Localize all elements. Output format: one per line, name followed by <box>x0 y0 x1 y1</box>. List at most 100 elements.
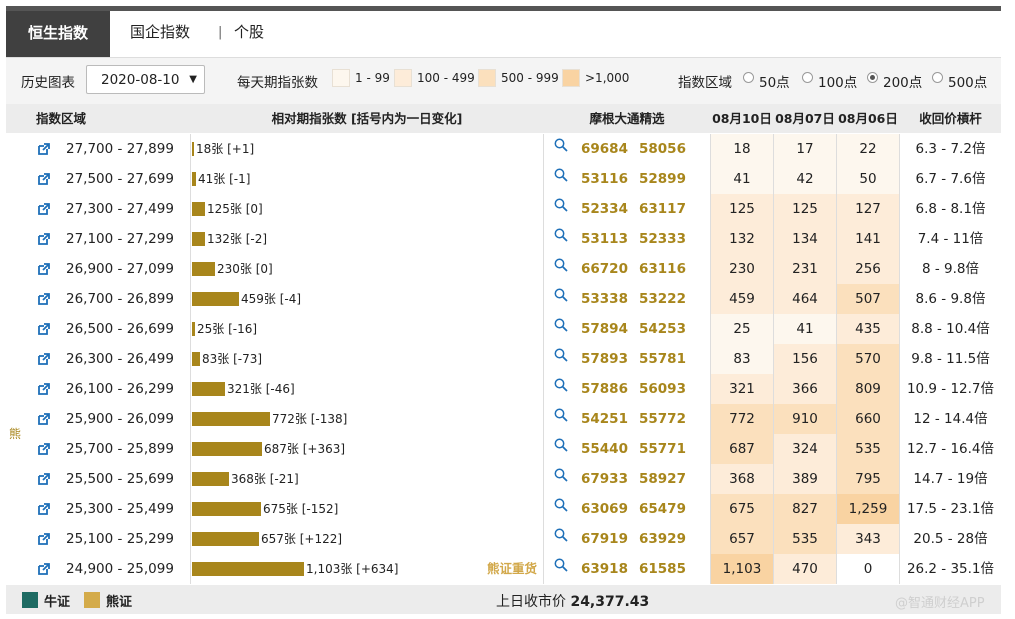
pick-code-2[interactable]: 58927 <box>639 471 686 487</box>
contracts-bar <box>192 292 239 306</box>
pick-code-1[interactable]: 53116 <box>581 171 628 187</box>
radio-200[interactable] <box>867 72 878 83</box>
search-icon[interactable] <box>554 408 568 422</box>
contracts-label: 459张 [-4] <box>241 292 302 306</box>
index-range: 27,500 - 27,699 <box>66 171 174 187</box>
external-link-icon[interactable] <box>38 263 50 275</box>
search-icon[interactable] <box>554 168 568 182</box>
external-link-icon[interactable] <box>38 413 50 425</box>
radio-100[interactable] <box>802 72 813 83</box>
search-icon[interactable] <box>554 318 568 332</box>
table-row: 27,500 - 27,699 41张 [-1] 53116 52899 41 42 50 6… <box>6 164 1001 194</box>
external-link-icon[interactable] <box>38 533 50 545</box>
external-link-icon[interactable] <box>38 233 50 245</box>
tab-stocks[interactable]: 个股 <box>234 23 265 41</box>
count-day-3: 0 <box>863 561 873 577</box>
pick-code-1[interactable]: 67933 <box>581 471 628 487</box>
pick-code-2[interactable]: 56093 <box>639 381 686 397</box>
radio-label-50[interactable]: 50点 <box>759 75 790 91</box>
pick-code-2[interactable]: 58056 <box>639 141 686 157</box>
pick-code-2[interactable]: 65479 <box>639 501 686 517</box>
pick-code-2[interactable]: 52899 <box>639 171 686 187</box>
external-link-icon[interactable] <box>38 143 50 155</box>
daily-contracts-label: 每天期指张数 <box>237 75 318 91</box>
pick-code-2[interactable]: 63116 <box>639 261 686 277</box>
lever-range: 9.8 - 11.5倍 <box>911 351 990 367</box>
pick-code-2[interactable]: 53222 <box>639 291 686 307</box>
table-row: 25,300 - 25,499 675张 [-152] 63069 65479 675 8… <box>6 494 1001 524</box>
count-day-2: 125 <box>774 194 836 224</box>
external-link-icon[interactable] <box>38 353 50 365</box>
radio-500[interactable] <box>932 72 943 83</box>
search-icon[interactable] <box>554 438 568 452</box>
count-day-2: 17 <box>774 134 836 164</box>
pick-code-2[interactable]: 63117 <box>639 201 686 217</box>
tab-hsi[interactable]: 恒生指数 <box>6 11 110 57</box>
count-day-3: 22 <box>837 134 899 164</box>
pick-code-1[interactable]: 63918 <box>581 561 628 577</box>
legend-swatch-2 <box>394 69 412 87</box>
contracts-bar <box>192 262 215 276</box>
search-icon[interactable] <box>554 558 568 572</box>
radio-50[interactable] <box>743 72 754 83</box>
pick-code-1[interactable]: 57894 <box>581 321 628 337</box>
pick-code-1[interactable]: 57886 <box>581 381 628 397</box>
pick-code-2[interactable]: 54253 <box>639 321 686 337</box>
tab-bar: 恒生指数 国企指数 | 个股 <box>6 11 1001 58</box>
pick-code-2[interactable]: 61585 <box>639 561 686 577</box>
radio-label-200[interactable]: 200点 <box>883 75 923 91</box>
pick-code-1[interactable]: 55440 <box>581 441 628 457</box>
watermark: @智通财经APP <box>895 596 985 611</box>
external-link-icon[interactable] <box>38 503 50 515</box>
radio-label-500[interactable]: 500点 <box>948 75 988 91</box>
pick-code-1[interactable]: 53338 <box>581 291 628 307</box>
search-icon[interactable] <box>554 288 568 302</box>
pick-code-1[interactable]: 54251 <box>581 411 628 427</box>
pick-code-2[interactable]: 63929 <box>639 531 686 547</box>
count-day-1: 459 <box>711 284 773 314</box>
external-link-icon[interactable] <box>38 293 50 305</box>
pick-code-2[interactable]: 55772 <box>639 411 686 427</box>
external-link-icon[interactable] <box>38 473 50 485</box>
lever-range: 8 - 9.8倍 <box>921 261 979 277</box>
search-icon[interactable] <box>554 468 568 482</box>
tab-hscei[interactable]: 国企指数 <box>130 23 191 41</box>
count-day-2: 231 <box>774 254 836 284</box>
count-day-3: 435 <box>837 314 899 344</box>
prev-close-value: 24,377.43 <box>570 594 650 610</box>
search-icon[interactable] <box>554 498 568 512</box>
table-row: 26,100 - 26,299 321张 [-46] 57886 56093 321 36… <box>6 374 1001 404</box>
pick-code-1[interactable]: 69684 <box>581 141 628 157</box>
lever-range: 17.5 - 23.1倍 <box>906 501 995 517</box>
pick-code-2[interactable]: 52333 <box>639 231 686 247</box>
search-icon[interactable] <box>554 198 568 212</box>
contracts-label: 321张 [-46] <box>227 382 295 396</box>
search-icon[interactable] <box>554 228 568 242</box>
pick-code-1[interactable]: 53113 <box>581 231 628 247</box>
external-link-icon[interactable] <box>38 443 50 455</box>
radio-label-100[interactable]: 100点 <box>818 75 858 91</box>
search-icon[interactable] <box>554 138 568 152</box>
external-link-icon[interactable] <box>38 323 50 335</box>
count-day-2: 156 <box>774 344 836 374</box>
lever-range: 7.4 - 11倍 <box>917 231 984 247</box>
external-link-icon[interactable] <box>38 173 50 185</box>
search-icon[interactable] <box>554 378 568 392</box>
pick-code-1[interactable]: 67919 <box>581 531 628 547</box>
external-link-icon[interactable] <box>38 383 50 395</box>
external-link-icon[interactable] <box>38 203 50 215</box>
pick-code-1[interactable]: 52334 <box>581 201 628 217</box>
count-day-3: 795 <box>837 464 899 494</box>
pick-code-1[interactable]: 66720 <box>581 261 628 277</box>
pick-code-1[interactable]: 63069 <box>581 501 628 517</box>
pick-code-2[interactable]: 55781 <box>639 351 686 367</box>
date-select[interactable]: 2020-08-10 ▼ <box>86 65 205 94</box>
pick-code-1[interactable]: 57893 <box>581 351 628 367</box>
search-icon[interactable] <box>554 348 568 362</box>
pick-code-2[interactable]: 55771 <box>639 441 686 457</box>
search-icon[interactable] <box>554 528 568 542</box>
count-day-3: 535 <box>837 434 899 464</box>
search-icon[interactable] <box>554 258 568 272</box>
external-link-icon[interactable] <box>38 563 50 575</box>
lever-range: 6.8 - 8.1倍 <box>915 201 986 217</box>
